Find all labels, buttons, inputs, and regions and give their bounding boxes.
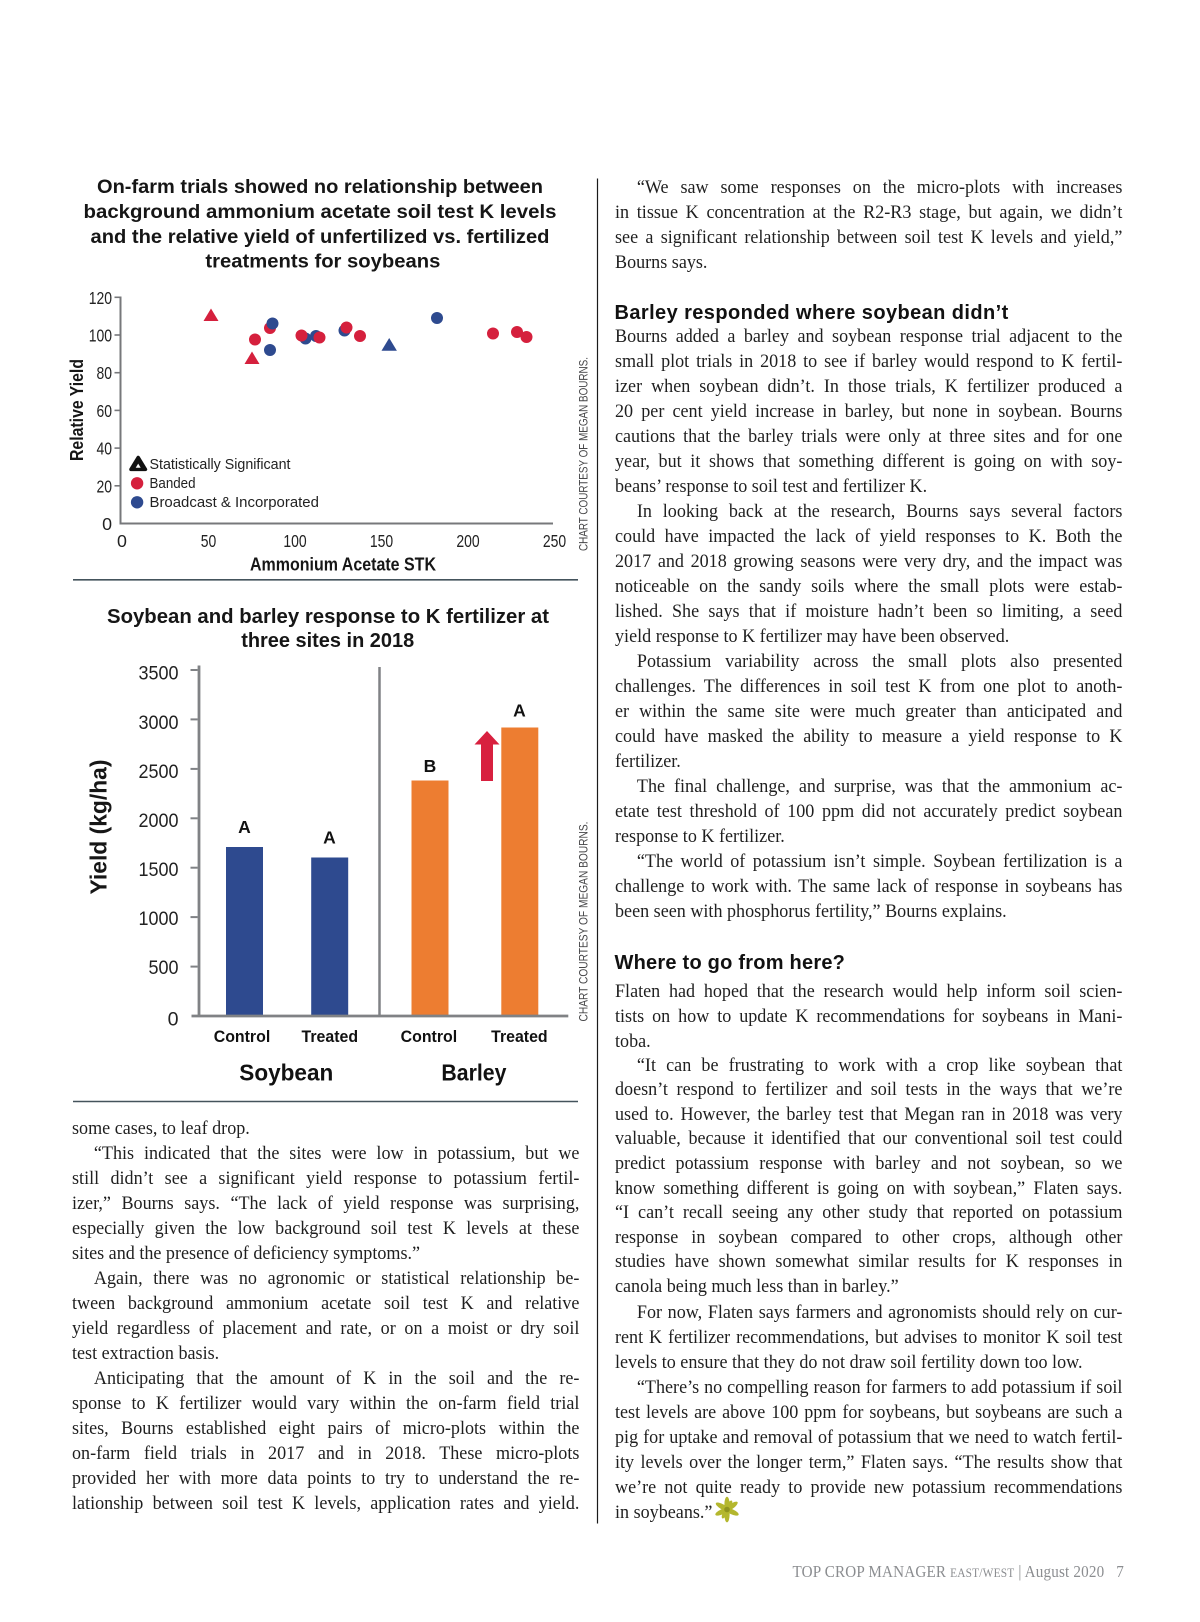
svg-text:three sites in 2018: three sites in 2018 (241, 630, 414, 652)
svg-text:3500: 3500 (139, 663, 179, 685)
svg-text:Control: Control (401, 1028, 458, 1046)
svg-text:20: 20 (97, 476, 113, 496)
svg-text:80: 80 (97, 363, 113, 383)
svg-text:Statistically Significant: Statistically Significant (150, 456, 292, 473)
svg-text:2500: 2500 (139, 761, 179, 783)
svg-text:Treated: Treated (491, 1028, 548, 1046)
svg-text:On-farm trials showed no relat: On-farm trials showed no relationship be… (97, 176, 543, 198)
svg-text:Control: Control (214, 1028, 271, 1046)
svg-text:500: 500 (149, 957, 179, 979)
svg-text:0: 0 (168, 1009, 179, 1031)
svg-text:0: 0 (117, 531, 127, 551)
svg-text:120: 120 (89, 288, 112, 308)
svg-text:Treated: Treated (302, 1028, 359, 1046)
svg-text:60: 60 (97, 401, 113, 421)
svg-text:1500: 1500 (139, 859, 179, 881)
svg-text:treatments for soybeans: treatments for soybeans (205, 251, 440, 273)
svg-text:Soybean and barley response to: Soybean and barley response to K fertili… (107, 606, 549, 628)
svg-text:Relative Yield: Relative Yield (67, 359, 87, 461)
svg-text:A: A (323, 828, 336, 848)
svg-text:100: 100 (89, 326, 112, 346)
svg-text:50: 50 (201, 531, 217, 551)
svg-text:1000: 1000 (139, 908, 179, 930)
svg-text:250: 250 (543, 531, 566, 551)
svg-text:CHART COURTESY OF MEGAN BOURNS: CHART COURTESY OF MEGAN BOURNS. (579, 822, 591, 1022)
svg-text:Soybean: Soybean (239, 1059, 333, 1085)
svg-text:100: 100 (283, 531, 306, 551)
svg-text:40: 40 (97, 439, 113, 459)
svg-text:200: 200 (456, 531, 479, 551)
svg-text:0: 0 (102, 514, 112, 534)
svg-text:Yield (kg/ha): Yield (kg/ha) (86, 760, 112, 895)
svg-text:2000: 2000 (139, 810, 179, 832)
svg-text:Ammonium Acetate STK: Ammonium Acetate STK (250, 554, 436, 575)
svg-text:A: A (238, 817, 251, 837)
svg-text:background ammonium acetate so: background ammonium acetate soil test K … (84, 201, 557, 223)
svg-text:and the relative yield of unfe: and the relative yield of unfertilized v… (91, 226, 550, 248)
svg-text:Banded: Banded (150, 475, 196, 492)
svg-text:150: 150 (370, 531, 393, 551)
svg-text:Barley: Barley (441, 1059, 506, 1085)
svg-text:CHART COURTESY OF MEGAN BOURNS: CHART COURTESY OF MEGAN BOURNS. (579, 357, 591, 551)
svg-text:B: B (424, 756, 437, 776)
svg-text:A: A (513, 701, 526, 721)
svg-text:Broadcast & Incorporated: Broadcast & Incorporated (150, 494, 319, 511)
svg-text:3000: 3000 (139, 712, 179, 734)
